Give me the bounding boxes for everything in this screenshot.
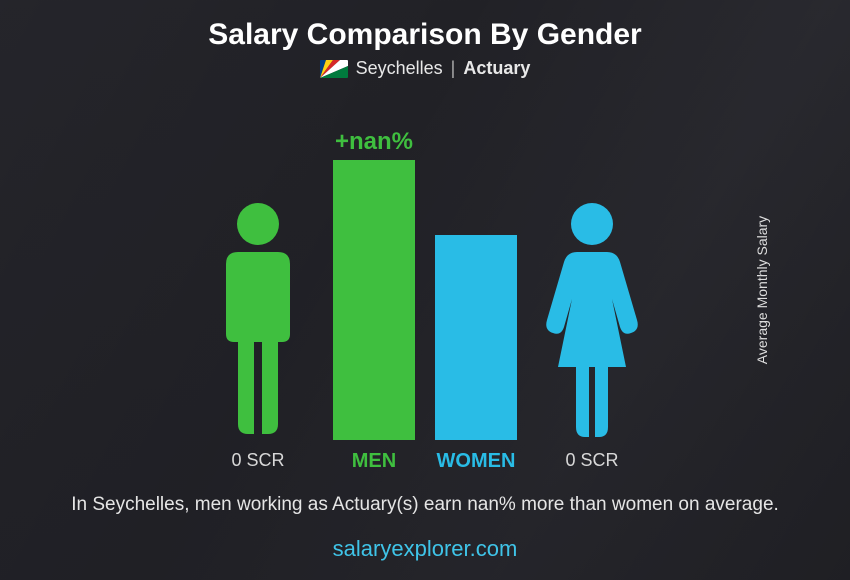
flag-icon — [320, 60, 348, 78]
women-value: 0 SCR — [565, 450, 618, 474]
men-pct-label: +nan% — [335, 128, 413, 156]
site-label: salaryexplorer.com — [333, 536, 518, 562]
man-icon — [203, 180, 313, 440]
role-label: Actuary — [463, 58, 530, 79]
yaxis-label: Average Monthly Salary — [754, 216, 770, 364]
infographic-container: Salary Comparison By Gender Seychelles |… — [0, 0, 850, 580]
men-bar-wrap: +nan% — [333, 160, 415, 440]
women-bar-col: WOMEN — [435, 235, 517, 474]
women-bar — [435, 235, 517, 440]
country-label: Seychelles — [356, 58, 443, 79]
women-label: WOMEN — [437, 450, 516, 474]
chart-title: Salary Comparison By Gender — [208, 18, 641, 52]
divider-label: | — [451, 58, 456, 79]
woman-icon — [537, 180, 647, 440]
men-value: 0 SCR — [231, 450, 284, 474]
women-icon-col: 0 SCR — [537, 180, 647, 474]
men-bar-col: +nan% MEN — [333, 160, 415, 474]
men-bar — [333, 160, 415, 440]
men-label: MEN — [352, 450, 396, 474]
chart-subtitle: Seychelles | Actuary — [320, 58, 531, 79]
men-icon-col: 0 SCR — [203, 180, 313, 474]
women-bar-wrap — [435, 235, 517, 440]
chart-area: 0 SCR +nan% MEN WOMEN 0 SCR — [40, 89, 810, 474]
caption-text: In Seychelles, men working as Actuary(s)… — [71, 492, 779, 518]
